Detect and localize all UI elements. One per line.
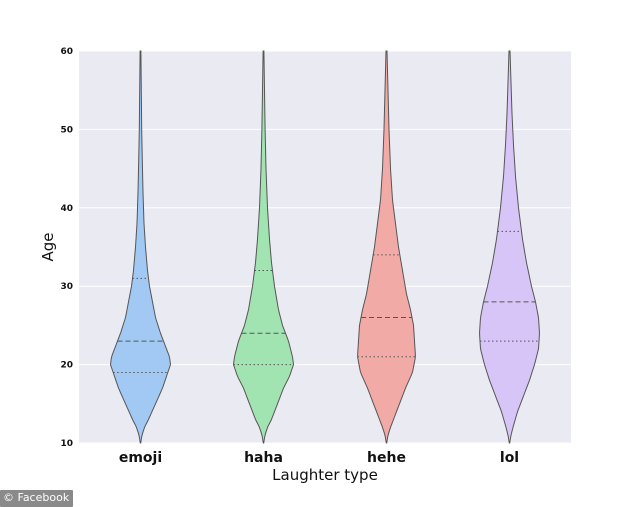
violin-emoji [109, 50, 172, 444]
facebook-watermark: © Facebook [0, 490, 74, 507]
x-tick-label-lol: lol [500, 450, 519, 466]
x-tick-label-haha: haha [244, 450, 283, 466]
y-tick-label: 60 [60, 47, 73, 57]
y-tick-label: 20 [60, 361, 73, 371]
y-tick-label: 40 [60, 204, 73, 214]
x-axis-title: Laughter type [272, 466, 378, 484]
y-tick-label: 10 [60, 439, 73, 449]
violin-lol [479, 50, 540, 444]
x-tick-label-hehe: hehe [367, 450, 406, 466]
violin-haha [232, 50, 295, 444]
y-tick-label: 30 [60, 282, 73, 292]
y-axis-title: Age [39, 232, 57, 261]
violin-hehe [357, 50, 416, 444]
y-tick-label: 50 [60, 125, 73, 135]
x-tick-label-emoji: emoji [119, 450, 162, 466]
